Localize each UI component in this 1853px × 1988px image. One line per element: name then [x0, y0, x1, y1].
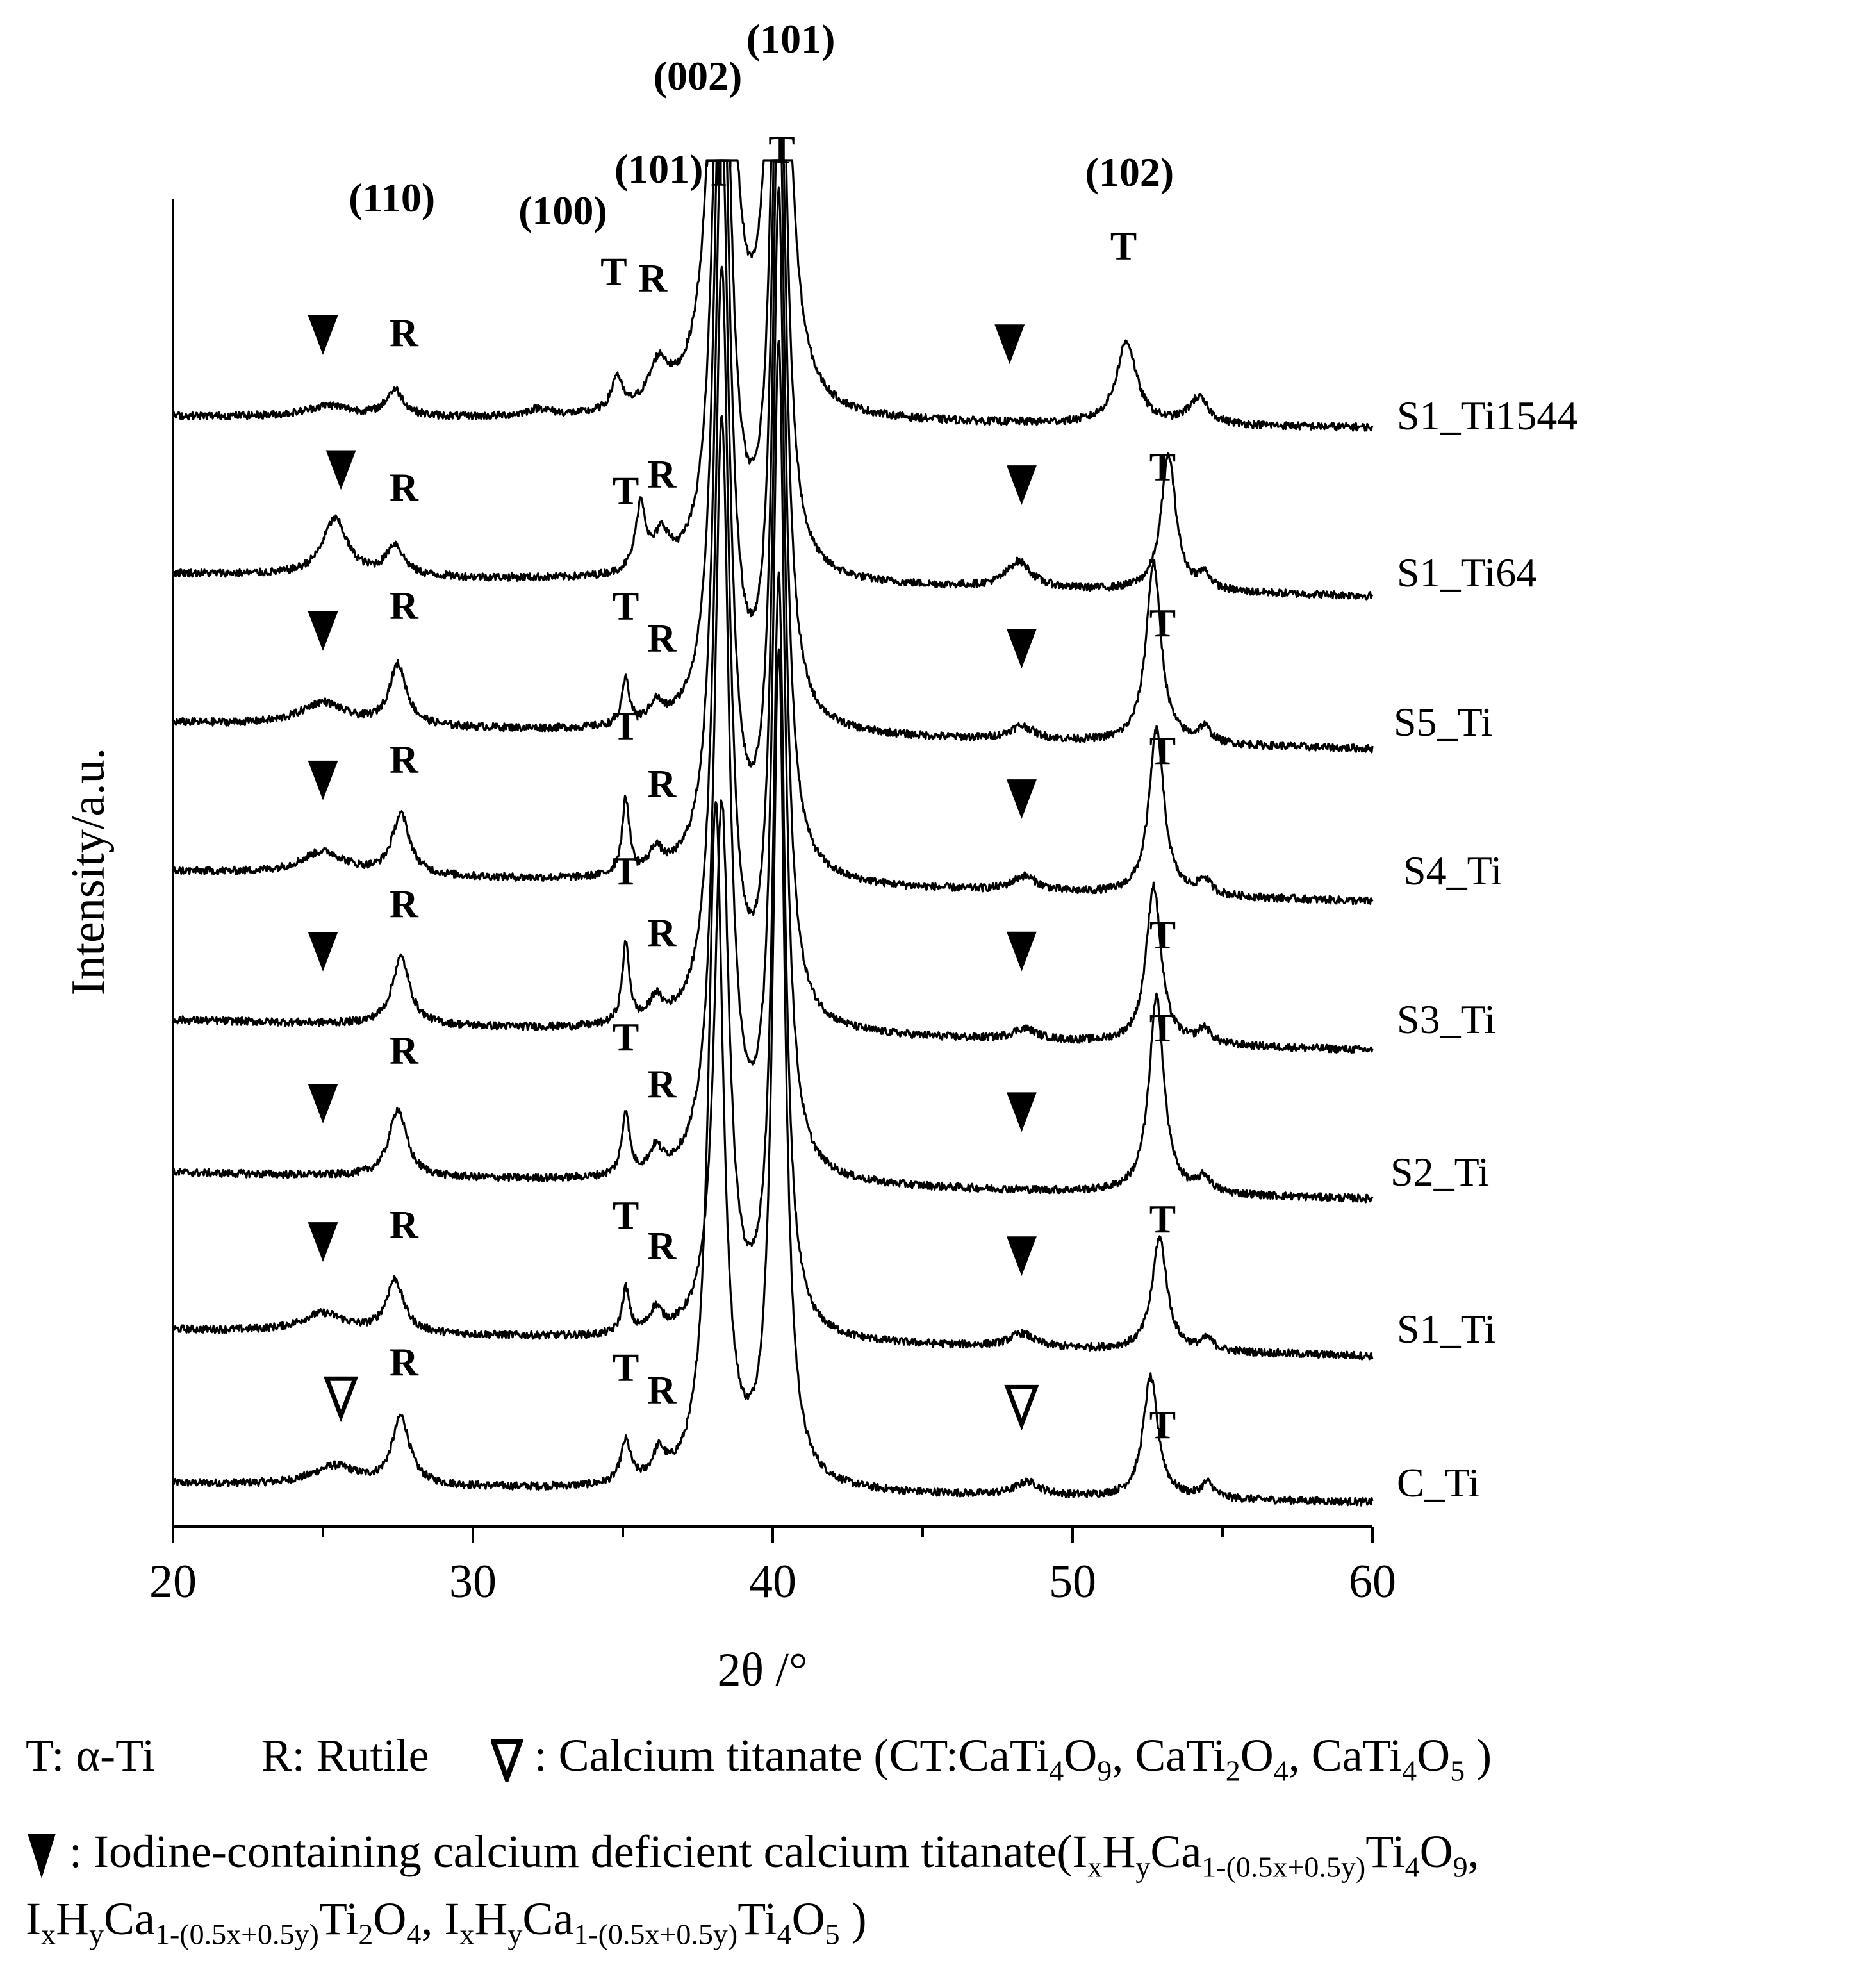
- series-label: C_Ti: [1397, 1460, 1479, 1505]
- t-label: T: [613, 470, 639, 513]
- series-label: S1_Ti64: [1397, 550, 1536, 595]
- ict-marker: [308, 1084, 338, 1123]
- t-label: T: [1149, 446, 1176, 490]
- hkl-102-label: (102): [1085, 149, 1174, 195]
- ict-marker: [994, 324, 1025, 365]
- x-axis-label: 2θ /°: [717, 1644, 807, 1696]
- t-label: T: [1149, 1007, 1176, 1050]
- t-label: T: [613, 705, 639, 749]
- r-label: R: [390, 738, 419, 782]
- ict-marker: [1006, 1092, 1037, 1132]
- legend-line-1: T: α-Ti R: Rutile : Calcium titanate (CT…: [26, 1730, 1492, 1787]
- t-label: T: [613, 850, 639, 893]
- ict-marker: [1006, 465, 1037, 505]
- t-label: T: [1149, 914, 1176, 957]
- open-triangle-icon: [490, 1739, 523, 1783]
- x-tick-label: 20: [149, 1555, 197, 1608]
- series-label: S4_Ti: [1403, 848, 1502, 893]
- series-S3_Ti: [172, 186, 1374, 1054]
- x-tick-label: 40: [749, 1555, 796, 1608]
- ict-marker: [1006, 931, 1037, 972]
- ict-marker: [308, 1222, 338, 1263]
- axes: 20 30 40 50 60: [149, 199, 1396, 1608]
- r-label: R: [390, 584, 419, 628]
- series-label: S3_Ti: [1397, 997, 1495, 1042]
- r-label: R: [647, 1369, 677, 1412]
- r-label: R: [647, 453, 677, 497]
- hkl-100-label: (100): [518, 188, 607, 233]
- t-label: T: [1149, 1404, 1176, 1448]
- series-C_Ti: [172, 648, 1374, 1507]
- ict-marker: [1006, 629, 1037, 669]
- legend-t: T: α-Ti: [26, 1730, 155, 1781]
- ict-marker: [1006, 1236, 1037, 1277]
- series-S5_Ti: [172, 159, 1374, 754]
- series-S1_Ti1544: [172, 159, 1374, 432]
- x-tick-label: 50: [1049, 1555, 1096, 1608]
- series-S4_Ti: [172, 159, 1374, 906]
- r-label: R: [638, 257, 668, 301]
- series-S1_Ti: [172, 571, 1374, 1361]
- hkl-101-label: (101): [614, 146, 704, 192]
- r-label: R: [647, 911, 677, 955]
- ict-marker: [308, 760, 338, 800]
- ict-marker: [325, 450, 356, 490]
- r-label: R: [390, 312, 419, 356]
- series-S2_Ti: [172, 340, 1374, 1204]
- t-label: T: [705, 151, 732, 195]
- legend-r: R: Rutile: [261, 1730, 429, 1781]
- series-group: C_Ti S1_Ti S2_Ti S3_Ti S4_Ti S5_Ti S1_Ti64 S1_T…: [172, 159, 1577, 1507]
- t-label: T: [1149, 602, 1176, 646]
- legend-ct: : Calcium titanate (CT:CaTi4O9, CaTi2O4,…: [534, 1730, 1492, 1787]
- y-axis-label: Intensity/a.u.: [62, 748, 115, 995]
- r-label: R: [390, 882, 419, 926]
- t-label: T: [1149, 729, 1176, 773]
- ict-marker: [308, 611, 338, 651]
- x-tick-label: 30: [449, 1555, 497, 1608]
- t-label: T: [613, 585, 639, 629]
- r-label: R: [390, 1029, 419, 1073]
- r-label: R: [647, 617, 677, 661]
- r-label: R: [647, 1225, 677, 1268]
- series-label: S5_Ti: [1394, 699, 1492, 745]
- r-label: R: [647, 763, 677, 806]
- hkl-101-label: (101): [746, 16, 836, 62]
- xrd-chart: 20 30 40 50 60 C_Ti S1_Ti S2_Ti S3_Ti S4_Ti S5_Ti…: [62, 16, 1577, 1696]
- filled-triangle-icon: [28, 1834, 56, 1879]
- t-label: T: [1110, 225, 1137, 269]
- t-label: T: [600, 251, 627, 294]
- x-tick-label: 60: [1349, 1555, 1396, 1608]
- t-label: T: [613, 1194, 639, 1238]
- r-label: R: [390, 1341, 419, 1384]
- t-label: T: [768, 129, 795, 172]
- ict-marker: [308, 315, 338, 355]
- r-label: R: [390, 467, 419, 510]
- series-label: S1_Ti1544: [1397, 393, 1577, 438]
- t-label: T: [1149, 1198, 1176, 1241]
- hkl-110-label: (110): [349, 175, 435, 220]
- legend-line-2: : Iodine-containing calcium deficient ca…: [26, 1826, 1479, 1884]
- legend-ict-line2: IxHyCa1-(0.5x+0.5y)Ti2O4, IxHyCa1-(0.5x+…: [26, 1893, 867, 1951]
- legend-ict-line1: : Iodine-containing calcium deficient ca…: [69, 1826, 1479, 1884]
- t-label: T: [613, 1016, 639, 1060]
- t-label: T: [613, 1346, 639, 1390]
- ct-marker: [324, 1376, 359, 1423]
- legend-line-3: IxHyCa1-(0.5x+0.5y)Ti2O4, IxHyCa1-(0.5x+…: [26, 1893, 867, 1951]
- series-label: S1_Ti: [1397, 1306, 1495, 1352]
- series-label: S2_Ti: [1390, 1149, 1489, 1195]
- hkl-002-label: (002): [654, 53, 743, 99]
- r-label: R: [647, 1063, 677, 1106]
- ict-marker: [308, 931, 338, 972]
- r-label: R: [390, 1204, 419, 1247]
- ct-marker: [1004, 1384, 1039, 1431]
- ict-marker: [1006, 779, 1037, 819]
